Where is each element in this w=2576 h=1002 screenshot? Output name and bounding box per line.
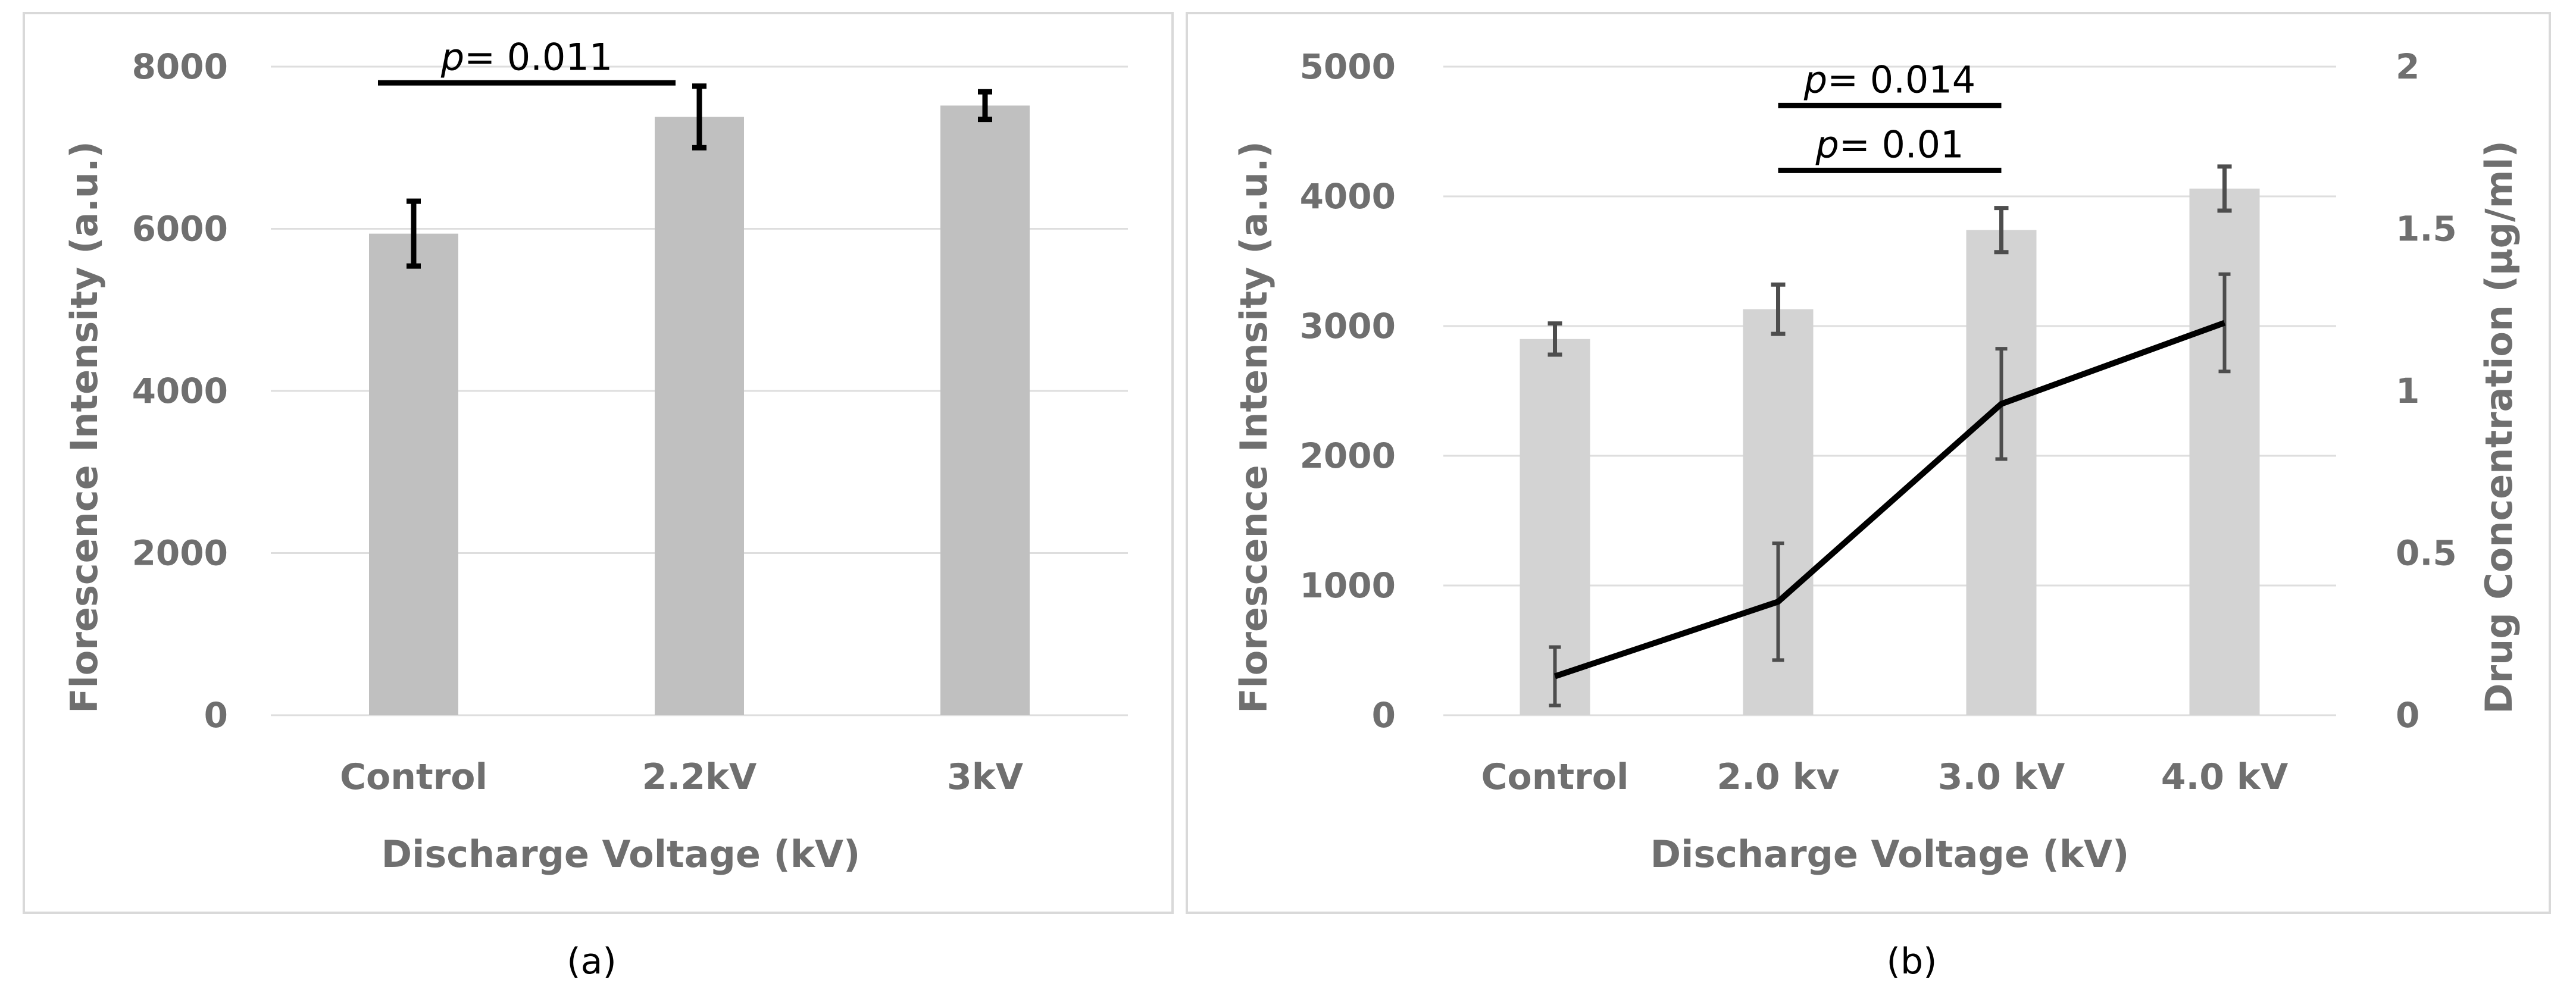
chart-a-errorbars: [407, 83, 992, 269]
bar: [2189, 188, 2260, 715]
chart-b-grid: [1443, 65, 2336, 716]
errorbar: [978, 89, 992, 123]
ytick-right-label: 1.5: [2396, 209, 2457, 249]
ytick-label: 5000: [1300, 46, 1396, 87]
ytick-label: 2000: [1300, 436, 1396, 476]
p-symbol: p: [1803, 58, 1827, 101]
xtick-label: 4.0 kV: [2161, 756, 2289, 798]
chart-b-yticks: 0 1000 2000 3000 4000 5000: [1300, 46, 1396, 735]
chart-b-errorbars: [1548, 164, 2232, 357]
ytick-label: 4000: [132, 371, 228, 411]
xtick-label: 2.0 kv: [1717, 756, 1839, 798]
xtick-label: Control: [340, 756, 487, 798]
errorbar: [407, 198, 421, 269]
chart-b-ylabel-right: Drug Concentration (µg/ml): [2477, 140, 2521, 714]
chart-b-panel-label: (b): [1887, 941, 1937, 982]
p-value-text: = 0.014: [1827, 58, 1975, 101]
p-value-label: p= 0.01: [1815, 123, 1964, 166]
p-symbol: p: [1815, 123, 1839, 166]
chart-b-xlabel: Discharge Voltage (kV): [1650, 832, 2130, 876]
line-errorbar: [1549, 645, 1561, 707]
chart-a-annotations: p= 0.011: [378, 35, 676, 86]
xtick-label: 3.0 kV: [1938, 756, 2065, 798]
p-value-text: = 0.01: [1839, 123, 1964, 166]
chart-a-yticks: 0 2000 4000 6000 8000: [132, 46, 228, 735]
chart-b-frame: [1186, 12, 2551, 914]
ytick-label: 1000: [1300, 565, 1396, 606]
ytick-label: 4000: [1300, 176, 1396, 217]
bar: [655, 117, 744, 716]
chart-a-frame: [23, 12, 1174, 914]
ytick-label: 8000: [132, 46, 228, 87]
ytick-right-label: 0: [2396, 695, 2419, 735]
errorbar: [1548, 321, 1562, 357]
chart-a-bars: [369, 105, 1030, 716]
ytick-right-label: 1: [2396, 371, 2419, 411]
errorbar: [692, 83, 706, 151]
xtick-label: Control: [1481, 756, 1628, 798]
errorbar: [1771, 282, 1786, 336]
ytick-right-label: 2: [2396, 46, 2419, 87]
chart-b-bars: [1520, 188, 2260, 715]
chart-a-xlabel: Discharge Voltage (kV): [382, 832, 861, 876]
ytick-label: 2000: [132, 533, 228, 574]
errorbar: [2217, 164, 2232, 213]
chart-a-ylabel: Florescence Intensity (a.u.): [62, 141, 106, 713]
errorbar: [1994, 206, 2009, 255]
bar: [940, 105, 1030, 715]
ytick-label: 3000: [1300, 306, 1396, 346]
p-value-label: p= 0.011: [440, 35, 613, 79]
xtick-label: 3kV: [947, 756, 1024, 798]
chart-b-xticks: Control 2.0 kv 3.0 kV 4.0 kV: [1481, 756, 2288, 798]
chart-b-line: [1549, 272, 2231, 707]
chart-b-ylabel: Florescence Intensity (a.u.): [1232, 141, 1276, 713]
p-value-label: p= 0.014: [1803, 58, 1976, 101]
series-line: [1553, 320, 2226, 680]
chart-a: 0 2000 4000 6000 8000 Control 2.2kV 3kV p= 0.0…: [23, 12, 1174, 982]
ytick-label: 0: [1372, 695, 1396, 735]
p-value-text: = 0.011: [464, 35, 612, 79]
chart-b: 0 1000 2000 3000 4000 5000 0 0.5 1 1.5 2 Control 2…: [1186, 12, 2551, 982]
bar: [1966, 230, 2037, 715]
ytick-label: 6000: [132, 209, 228, 249]
chart-b-yticks-right: 0 0.5 1 1.5 2: [2396, 46, 2457, 735]
ytick-label: 0: [204, 695, 228, 735]
xtick-label: 2.2kV: [642, 756, 757, 798]
bar: [369, 233, 458, 715]
chart-a-xticks: Control 2.2kV 3kV: [340, 756, 1024, 798]
p-symbol: p: [440, 35, 464, 79]
ytick-right-label: 0.5: [2396, 533, 2457, 574]
chart-a-panel-label: (a): [567, 941, 617, 982]
